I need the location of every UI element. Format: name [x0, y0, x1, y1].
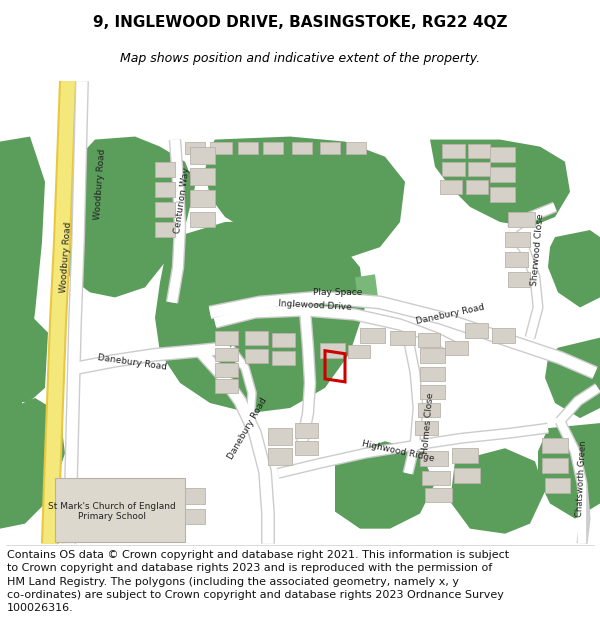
Polygon shape — [215, 331, 238, 344]
Polygon shape — [0, 136, 45, 463]
Text: Contains OS data © Crown copyright and database right 2021. This information is : Contains OS data © Crown copyright and d… — [7, 550, 509, 613]
Polygon shape — [442, 162, 465, 176]
Polygon shape — [0, 312, 48, 403]
Polygon shape — [422, 471, 450, 486]
Polygon shape — [238, 142, 258, 154]
Polygon shape — [542, 458, 568, 473]
Polygon shape — [155, 220, 365, 413]
Polygon shape — [538, 423, 600, 519]
Polygon shape — [215, 379, 238, 393]
Polygon shape — [440, 180, 462, 194]
Polygon shape — [468, 144, 490, 158]
Polygon shape — [190, 168, 215, 185]
Polygon shape — [490, 167, 515, 182]
Polygon shape — [155, 202, 175, 217]
Polygon shape — [268, 428, 292, 445]
Polygon shape — [320, 342, 345, 357]
Polygon shape — [452, 448, 478, 463]
Polygon shape — [508, 272, 530, 288]
Polygon shape — [155, 222, 175, 237]
Polygon shape — [335, 441, 435, 529]
Text: Danebury Road: Danebury Road — [415, 303, 485, 326]
Polygon shape — [292, 142, 312, 154]
Text: Woodbury Road: Woodbury Road — [93, 148, 107, 219]
Polygon shape — [360, 328, 385, 342]
Polygon shape — [430, 139, 570, 227]
Text: St Mark's Church of England
Primary School: St Mark's Church of England Primary Scho… — [48, 502, 176, 521]
Polygon shape — [445, 341, 468, 355]
Polygon shape — [348, 344, 370, 357]
Polygon shape — [415, 421, 438, 435]
Polygon shape — [465, 322, 488, 338]
Polygon shape — [155, 162, 175, 177]
Polygon shape — [185, 489, 205, 504]
Polygon shape — [450, 448, 545, 534]
Text: Highwood Ridge: Highwood Ridge — [361, 439, 435, 463]
Polygon shape — [505, 232, 530, 247]
Text: Centurion Way: Centurion Way — [173, 166, 191, 234]
Polygon shape — [190, 212, 215, 227]
Polygon shape — [505, 252, 528, 268]
Polygon shape — [420, 348, 445, 362]
Text: Sherwood Close: Sherwood Close — [530, 214, 545, 287]
Text: Play Space: Play Space — [313, 288, 362, 297]
Polygon shape — [418, 332, 440, 347]
Polygon shape — [420, 367, 445, 381]
Polygon shape — [490, 147, 515, 162]
Polygon shape — [542, 438, 568, 453]
Polygon shape — [442, 144, 465, 158]
Polygon shape — [245, 331, 268, 344]
Polygon shape — [272, 351, 295, 365]
Polygon shape — [454, 468, 480, 483]
Polygon shape — [205, 136, 405, 258]
Polygon shape — [185, 509, 205, 524]
Polygon shape — [548, 230, 600, 308]
Text: Chatsworth Green: Chatsworth Green — [575, 440, 589, 517]
Text: Danebury Road: Danebury Road — [97, 354, 167, 372]
Polygon shape — [185, 142, 205, 154]
Polygon shape — [215, 362, 238, 377]
Polygon shape — [0, 152, 38, 443]
Polygon shape — [418, 403, 440, 417]
Polygon shape — [295, 441, 318, 455]
Polygon shape — [390, 331, 415, 344]
Polygon shape — [420, 451, 448, 466]
Polygon shape — [508, 212, 535, 227]
Polygon shape — [355, 274, 378, 301]
Polygon shape — [155, 182, 175, 197]
Polygon shape — [545, 478, 570, 494]
Polygon shape — [215, 348, 238, 361]
Polygon shape — [190, 147, 215, 164]
Polygon shape — [492, 328, 515, 342]
Polygon shape — [545, 338, 600, 418]
Text: Danebury Road: Danebury Road — [227, 396, 269, 461]
Polygon shape — [58, 136, 195, 298]
Polygon shape — [272, 332, 295, 347]
Text: Holmes Close: Holmes Close — [421, 392, 435, 454]
Polygon shape — [210, 142, 232, 154]
Polygon shape — [425, 489, 452, 501]
Text: Map shows position and indicative extent of the property.: Map shows position and indicative extent… — [120, 52, 480, 65]
Polygon shape — [295, 423, 318, 438]
Polygon shape — [245, 349, 268, 362]
Text: Woodbury Road: Woodbury Road — [59, 221, 73, 293]
Text: Inglewood Drive: Inglewood Drive — [278, 299, 352, 312]
Polygon shape — [490, 187, 515, 202]
Polygon shape — [320, 142, 340, 154]
Polygon shape — [346, 142, 366, 154]
Polygon shape — [468, 162, 490, 176]
Polygon shape — [263, 142, 283, 154]
Polygon shape — [466, 180, 488, 194]
Polygon shape — [268, 448, 292, 466]
Polygon shape — [0, 398, 65, 529]
Polygon shape — [190, 190, 215, 207]
Polygon shape — [420, 385, 445, 399]
Text: 9, INGLEWOOD DRIVE, BASINGSTOKE, RG22 4QZ: 9, INGLEWOOD DRIVE, BASINGSTOKE, RG22 4Q… — [93, 15, 507, 30]
Polygon shape — [55, 478, 185, 542]
